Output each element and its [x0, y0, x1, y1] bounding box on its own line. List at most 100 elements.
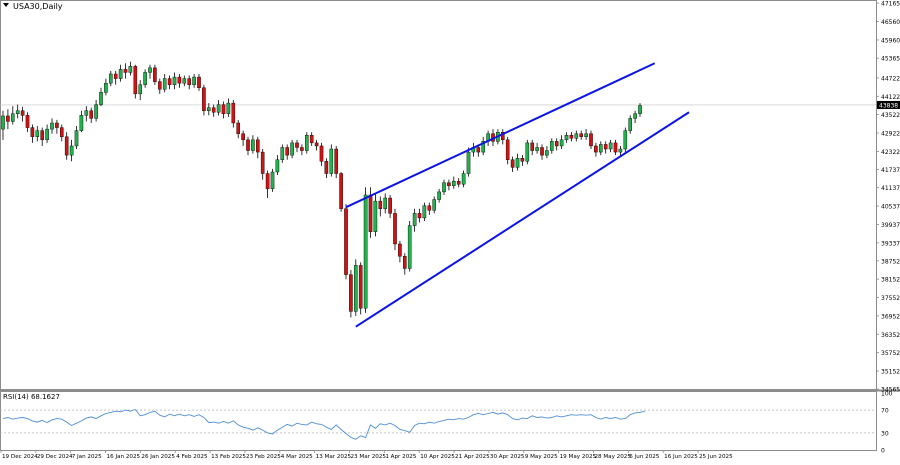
candle-bear — [256, 139, 260, 153]
candle-bear — [300, 147, 304, 151]
candle-bull — [525, 142, 530, 162]
candle-bear — [589, 133, 593, 147]
candle-bull — [94, 104, 98, 119]
candle-bull — [138, 84, 143, 95]
price-tick-label: 39337 — [881, 240, 900, 247]
candle-bear — [60, 127, 64, 137]
price-tick-label: 37552 — [881, 295, 900, 302]
price-tick-label: 38152 — [881, 277, 900, 284]
candle-bull — [118, 69, 123, 79]
candle-bull — [550, 141, 554, 151]
candle-bull — [535, 147, 539, 151]
candle-bear — [241, 133, 245, 141]
price-tag-label: 43838 — [879, 102, 898, 109]
candle-bear — [368, 194, 373, 232]
price-tick-label: 45365 — [881, 56, 900, 63]
price-tick-label: 45960 — [881, 37, 900, 44]
candle-bull — [206, 107, 211, 111]
candle-bull — [162, 78, 167, 90]
candle-bear — [133, 66, 138, 95]
candle-bull — [270, 171, 275, 190]
price-tick-label: 43522 — [881, 112, 900, 119]
candle-bear — [177, 76, 182, 84]
candle-bear — [358, 265, 363, 309]
price-tick-label: 41137 — [881, 185, 900, 192]
dropdown-triangle-icon[interactable] — [3, 3, 9, 7]
price-tick-label: 35752 — [881, 350, 900, 357]
candle-bull — [216, 104, 221, 113]
price-tick-label: 41737 — [881, 167, 900, 174]
candle-bear — [324, 161, 329, 174]
candle-bull — [275, 159, 280, 173]
candle-bear — [476, 147, 481, 153]
trendline-lower[interactable] — [355, 111, 690, 328]
date-tick-label: 7 Jan 2025 — [72, 454, 102, 460]
date-tick-label: 9 May 2025 — [525, 454, 558, 460]
candle-bull — [15, 110, 20, 114]
candle-bear — [319, 145, 324, 162]
candle-bear — [339, 173, 343, 209]
date-tick-label: 4 Mar 2025 — [281, 454, 313, 460]
candle-bull — [515, 158, 520, 168]
candle-bear — [25, 115, 30, 128]
trendlines[interactable] — [345, 62, 690, 328]
candle-bear — [153, 67, 157, 82]
date-tick-label: 21 Apr 2025 — [455, 454, 490, 460]
candle-bear — [55, 122, 59, 128]
date-tick-label: 29 Dec 2024 — [37, 454, 73, 460]
candle-bull — [290, 142, 294, 156]
candle-bear — [447, 182, 451, 186]
candle-bear — [30, 127, 35, 137]
candle-bull — [461, 173, 466, 185]
date-tick-label: 6 Jun 2025 — [629, 454, 660, 460]
trendline-upper[interactable] — [345, 62, 656, 209]
price-tick-label: 35152 — [881, 369, 900, 376]
candle-bear — [285, 147, 290, 156]
candle-bear — [417, 213, 422, 219]
candle-bull — [108, 73, 113, 84]
candle-bear — [295, 142, 299, 148]
candle-bull — [564, 135, 569, 141]
candle-bear — [197, 76, 201, 88]
price-tick-label: 36952 — [881, 313, 900, 320]
candle-bull — [104, 82, 108, 93]
candle-bull — [559, 139, 564, 147]
candle-bear — [393, 213, 397, 245]
candle-bear — [554, 141, 559, 147]
candle-bull — [608, 142, 613, 150]
date-tick-label: 25 Jun 2025 — [699, 454, 733, 460]
date-axis: 19 Dec 2024 29 Dec 2024 7 Jan 2025 16 Jan 2… — [0, 450, 733, 460]
price-tick-label: 46560 — [881, 19, 900, 26]
candle-bear — [579, 133, 583, 137]
chart-frame — [0, 0, 900, 451]
candle-bull — [79, 115, 84, 131]
price-tick-label: 42322 — [881, 149, 900, 156]
candle-bear — [403, 256, 407, 269]
rsi-pane-border — [0, 391, 877, 451]
candle-bull — [584, 133, 588, 137]
price-axis: 47165 46560 45960 45365 44722 44122 43522 42922… — [876, 1, 900, 394]
rsi-tick-label: 70 — [881, 408, 889, 415]
candle-bull — [638, 105, 642, 114]
candle-bull — [148, 67, 152, 73]
date-tick-label: 16 Jun 2025 — [664, 454, 698, 460]
candle-bear — [456, 180, 461, 185]
candle-bull — [172, 76, 177, 85]
candle-bear — [40, 130, 44, 141]
candle-bear — [202, 87, 206, 111]
price-tick-label: 44122 — [881, 94, 900, 101]
candle-bull — [305, 135, 309, 151]
candle-bear — [344, 208, 348, 275]
date-tick-label: 30 Apr 2025 — [490, 454, 525, 460]
candle-bull — [226, 102, 231, 114]
symbol-label: USA30,Daily — [13, 2, 63, 11]
candle-bear — [569, 135, 574, 139]
candle-bull — [84, 110, 89, 116]
current-price-tag: 43838 — [877, 100, 900, 109]
rsi-line — [2, 408, 646, 440]
candle-bull — [628, 118, 632, 131]
candle-bull — [10, 113, 15, 122]
candle-bear — [309, 135, 314, 144]
candle-bear — [6, 115, 10, 122]
